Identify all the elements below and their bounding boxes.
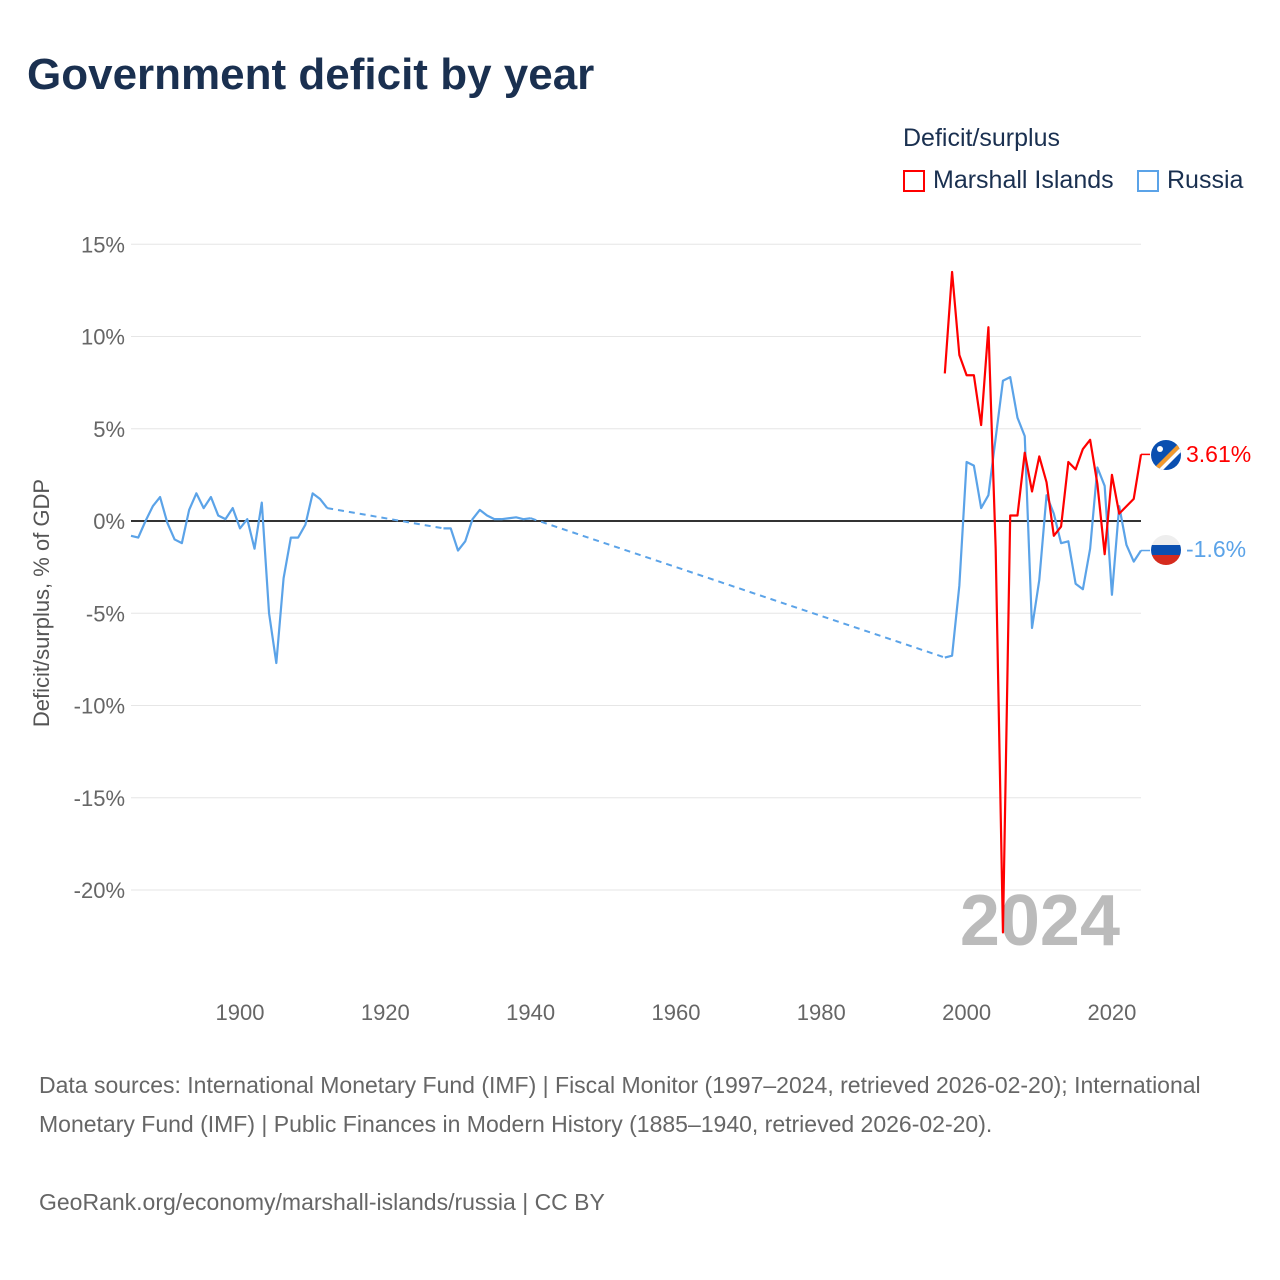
x-tick-label: 1920: [361, 1000, 410, 1025]
y-tick-label: -20%: [74, 878, 125, 903]
y-tick-label: 10%: [81, 325, 125, 350]
line-chart: 15% 10% 5% 0% -5% -10% -15% -20% 1900 1920 1940 196…: [74, 232, 1252, 1025]
marshall-islands-line: [943, 270, 1143, 934]
legend-swatch: [1137, 169, 1159, 192]
legend-swatch: [903, 169, 925, 192]
x-tick-label: 2000: [942, 1000, 991, 1025]
russia-end-label: -1.6%: [1186, 536, 1246, 562]
russia-flag-icon: [1151, 535, 1181, 565]
x-tick-label: 2020: [1087, 1000, 1136, 1025]
russia-line: [130, 492, 329, 665]
marshall-end-label: 3.61%: [1186, 441, 1251, 467]
russia-gap-line: [530, 517, 946, 659]
russia-gap-line: [327, 507, 444, 530]
legend-label: Russia: [1167, 166, 1244, 194]
x-tick-label: 1900: [216, 1000, 265, 1025]
x-tick-label: 1940: [506, 1000, 555, 1025]
legend-item-marshall-islands[interactable]: Marshall Islands: [903, 166, 1114, 195]
y-tick-label: 0%: [93, 509, 125, 534]
data-sources: Data sources: International Monetary Fun…: [39, 1072, 1201, 1137]
marshall-islands-flag-icon: [1151, 440, 1181, 470]
x-tick-label: 1960: [651, 1000, 700, 1025]
y-tick-label: -15%: [74, 786, 125, 811]
x-tick-label: 1980: [797, 1000, 846, 1025]
credit-link[interactable]: GeoRank.org/economy/marshall-islands/rus…: [39, 1189, 605, 1215]
legend-label: Marshall Islands: [933, 166, 1114, 194]
year-watermark: 2024: [960, 881, 1120, 961]
y-tick-label: 15%: [81, 232, 125, 257]
y-tick-label: -5%: [86, 601, 125, 626]
russia-line: [944, 375, 1142, 659]
chart-title: Government deficit by year: [27, 50, 595, 99]
y-tick-label: 5%: [93, 417, 125, 442]
russia-line: [443, 508, 531, 552]
y-tick-label: -10%: [74, 694, 125, 719]
legend-item-russia[interactable]: Russia: [1137, 166, 1243, 195]
legend-title: Deficit/surplus: [903, 124, 1060, 152]
